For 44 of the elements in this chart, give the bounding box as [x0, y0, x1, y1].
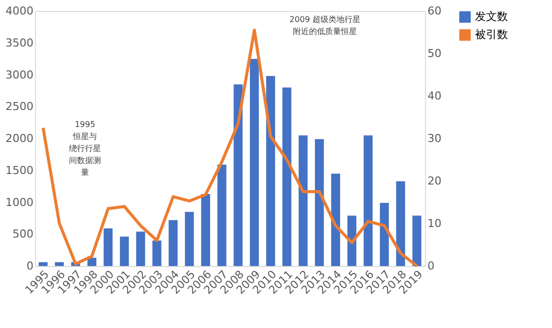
y2-tick-label: 30	[428, 132, 442, 145]
bar	[152, 240, 162, 266]
y-tick-label: 3000	[6, 68, 34, 82]
bar	[184, 212, 194, 266]
y2-tick-label: 20	[428, 174, 442, 188]
bar	[87, 258, 96, 266]
y-tick-label: 1500	[6, 164, 34, 177]
bar	[396, 181, 406, 266]
legend-label: 被引数	[475, 28, 508, 41]
y-tick-label: 2000	[6, 132, 34, 145]
y-tick-label: 1000	[6, 196, 34, 209]
y-tick-label: 500	[12, 228, 34, 241]
y-tick-label: 0	[26, 260, 34, 272]
y-tick-label: 2500	[6, 100, 34, 114]
bar	[168, 220, 178, 266]
bar	[201, 194, 210, 266]
y2-tick-label: 50	[428, 47, 442, 60]
y-tick-label: 4000	[6, 4, 34, 18]
bar	[331, 174, 340, 266]
y2-tick-label: 60	[428, 4, 442, 18]
bar	[104, 228, 113, 266]
bar	[234, 84, 243, 266]
bar	[314, 139, 324, 266]
bar	[282, 88, 292, 266]
bar	[412, 216, 422, 266]
y2-tick-label: 0	[428, 260, 434, 272]
bar	[298, 135, 308, 266]
bar	[120, 236, 129, 266]
bar	[380, 202, 389, 266]
bar	[136, 232, 146, 266]
bar	[266, 76, 276, 266]
bar	[364, 135, 373, 266]
legend-label: 发文数	[475, 10, 508, 23]
y2-tick-label: 40	[428, 90, 442, 102]
bar	[54, 262, 64, 266]
bar	[38, 262, 48, 266]
bar	[250, 58, 259, 266]
annotation: 2009 超级类地行星附近的低质量恒星	[290, 15, 360, 36]
line-series	[42, 28, 418, 268]
y2-tick-label: 10	[428, 217, 442, 230]
bar	[347, 216, 356, 266]
y-tick-label: 3500	[6, 36, 34, 50]
bar	[217, 164, 226, 266]
annotation: 1995 恒星与绕行行星间数据测量	[69, 120, 101, 177]
